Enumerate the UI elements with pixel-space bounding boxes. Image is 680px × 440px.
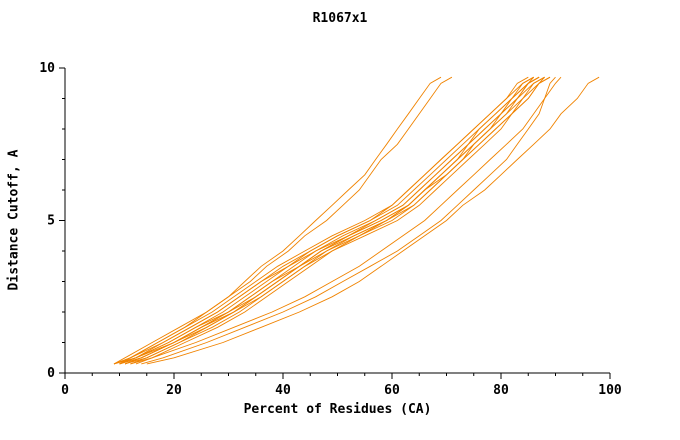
series-line-model-03: [113, 76, 534, 365]
x-axis-title: Percent of Residues (CA): [243, 402, 432, 417]
series-line-model-02: [124, 76, 545, 365]
x-tick-label: 0: [61, 383, 69, 398]
series-line-model-16: [130, 76, 562, 365]
series-line-model-10: [119, 76, 535, 365]
x-tick-label: 80: [493, 383, 509, 398]
series-line-model-06: [119, 76, 545, 365]
x-tick-label: 20: [166, 383, 182, 398]
series-line-model-17: [141, 76, 556, 365]
series-line-model-07: [113, 76, 551, 365]
x-tick-label: 40: [275, 383, 291, 398]
x-tick-label: 60: [384, 383, 400, 398]
y-tick-label: 10: [39, 61, 55, 76]
series-line-model-13: [113, 76, 453, 365]
chart-title: R1067x1: [312, 11, 368, 26]
series-line-model-12: [124, 76, 534, 365]
y-axis-title: Distance Cutoff, A: [6, 149, 22, 291]
x-tick-label: 100: [598, 383, 622, 398]
y-tick-label: 0: [47, 366, 55, 381]
series-line-model-08: [124, 76, 545, 365]
series-line-model-04: [119, 76, 540, 365]
series-line-model-15: [146, 76, 600, 365]
series-line-model-11: [113, 76, 529, 365]
series-line-model-14: [119, 76, 442, 365]
y-tick-label: 5: [47, 214, 55, 229]
series-line-model-01: [119, 76, 540, 365]
